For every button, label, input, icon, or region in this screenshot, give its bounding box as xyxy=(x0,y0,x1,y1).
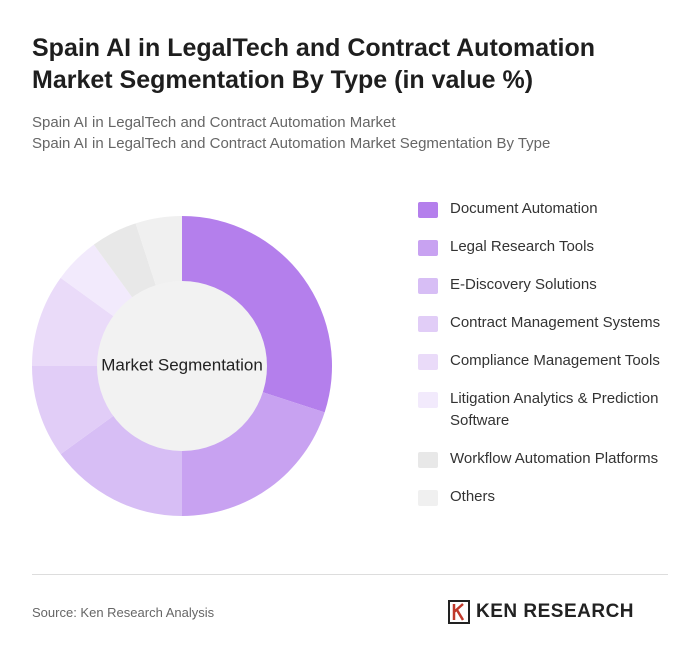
legend-swatch xyxy=(418,354,438,370)
subtitle: Spain AI in LegalTech and Contract Autom… xyxy=(32,114,396,131)
donut-chart: Market Segmentation xyxy=(32,216,332,516)
legend-label: Document Automation xyxy=(450,200,598,217)
legend-swatch xyxy=(418,278,438,294)
legend-label: Litigation Analytics & Prediction Softwa… xyxy=(450,390,659,429)
divider xyxy=(32,574,668,575)
legend-label: Others xyxy=(450,488,496,505)
center-label: Market Segmentation xyxy=(101,355,263,374)
legend-item: Compliance Management Tools xyxy=(418,350,678,372)
source: Source: Ken Research Analysis xyxy=(32,605,215,620)
legend: Document Automation Legal Research Tools E… xyxy=(418,198,678,524)
legend-swatch xyxy=(418,240,438,256)
donut-hole xyxy=(97,281,267,451)
legend-item: Workflow Automation Platforms xyxy=(418,448,678,470)
legend-swatch xyxy=(418,452,438,468)
title: Spain AI in LegalTech and Contract Autom… xyxy=(32,34,595,94)
legend-item: Document Automation xyxy=(418,198,678,220)
legend-item: Others xyxy=(418,486,678,508)
legend-item: Litigation Analytics & Prediction Softwa… xyxy=(418,388,678,432)
legend-swatch xyxy=(418,392,438,408)
legend-swatch xyxy=(418,202,438,218)
subtitle: Spain AI in LegalTech and Contract Autom… xyxy=(32,135,551,152)
legend-item: E-Discovery Solutions xyxy=(418,274,678,296)
legend-item: Contract Management Systems xyxy=(418,312,678,334)
legend-swatch xyxy=(418,490,438,506)
legend-swatch xyxy=(418,316,438,332)
logo: KEN RESEARCH xyxy=(448,600,634,624)
logo-icon xyxy=(448,600,470,624)
legend-label: E-Discovery Solutions xyxy=(450,276,597,293)
legend-label: Compliance Management Tools xyxy=(450,352,660,369)
logo-text: KEN RESEARCH xyxy=(476,601,635,622)
legend-label: Contract Management Systems xyxy=(450,314,661,331)
legend-item: Legal Research Tools xyxy=(418,236,678,258)
legend-label: Legal Research Tools xyxy=(450,238,594,255)
legend-label: Workflow Automation Platforms xyxy=(450,450,659,467)
